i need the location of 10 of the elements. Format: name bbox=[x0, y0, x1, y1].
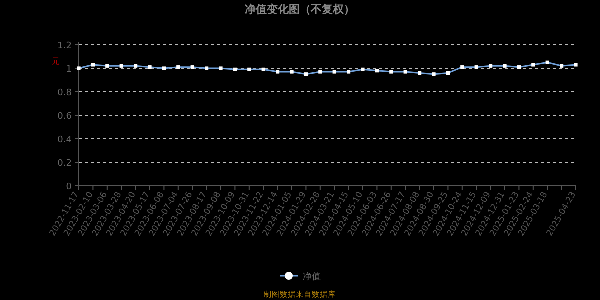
y-tick-label: 1 bbox=[66, 65, 72, 75]
y-tick-label: 0.2 bbox=[58, 159, 72, 169]
y-tick-label: 1.2 bbox=[58, 42, 72, 52]
y-tick-label: 0.6 bbox=[58, 112, 72, 122]
chart-title: 净值变化图（不复权） bbox=[245, 3, 355, 16]
y-tick-label: 0.4 bbox=[58, 136, 72, 146]
legend-label: 净值 bbox=[303, 272, 321, 282]
y-axis-title: 元 bbox=[52, 57, 60, 66]
y-tick-label: 0.8 bbox=[58, 88, 72, 98]
y-tick-label: 0 bbox=[66, 182, 72, 192]
